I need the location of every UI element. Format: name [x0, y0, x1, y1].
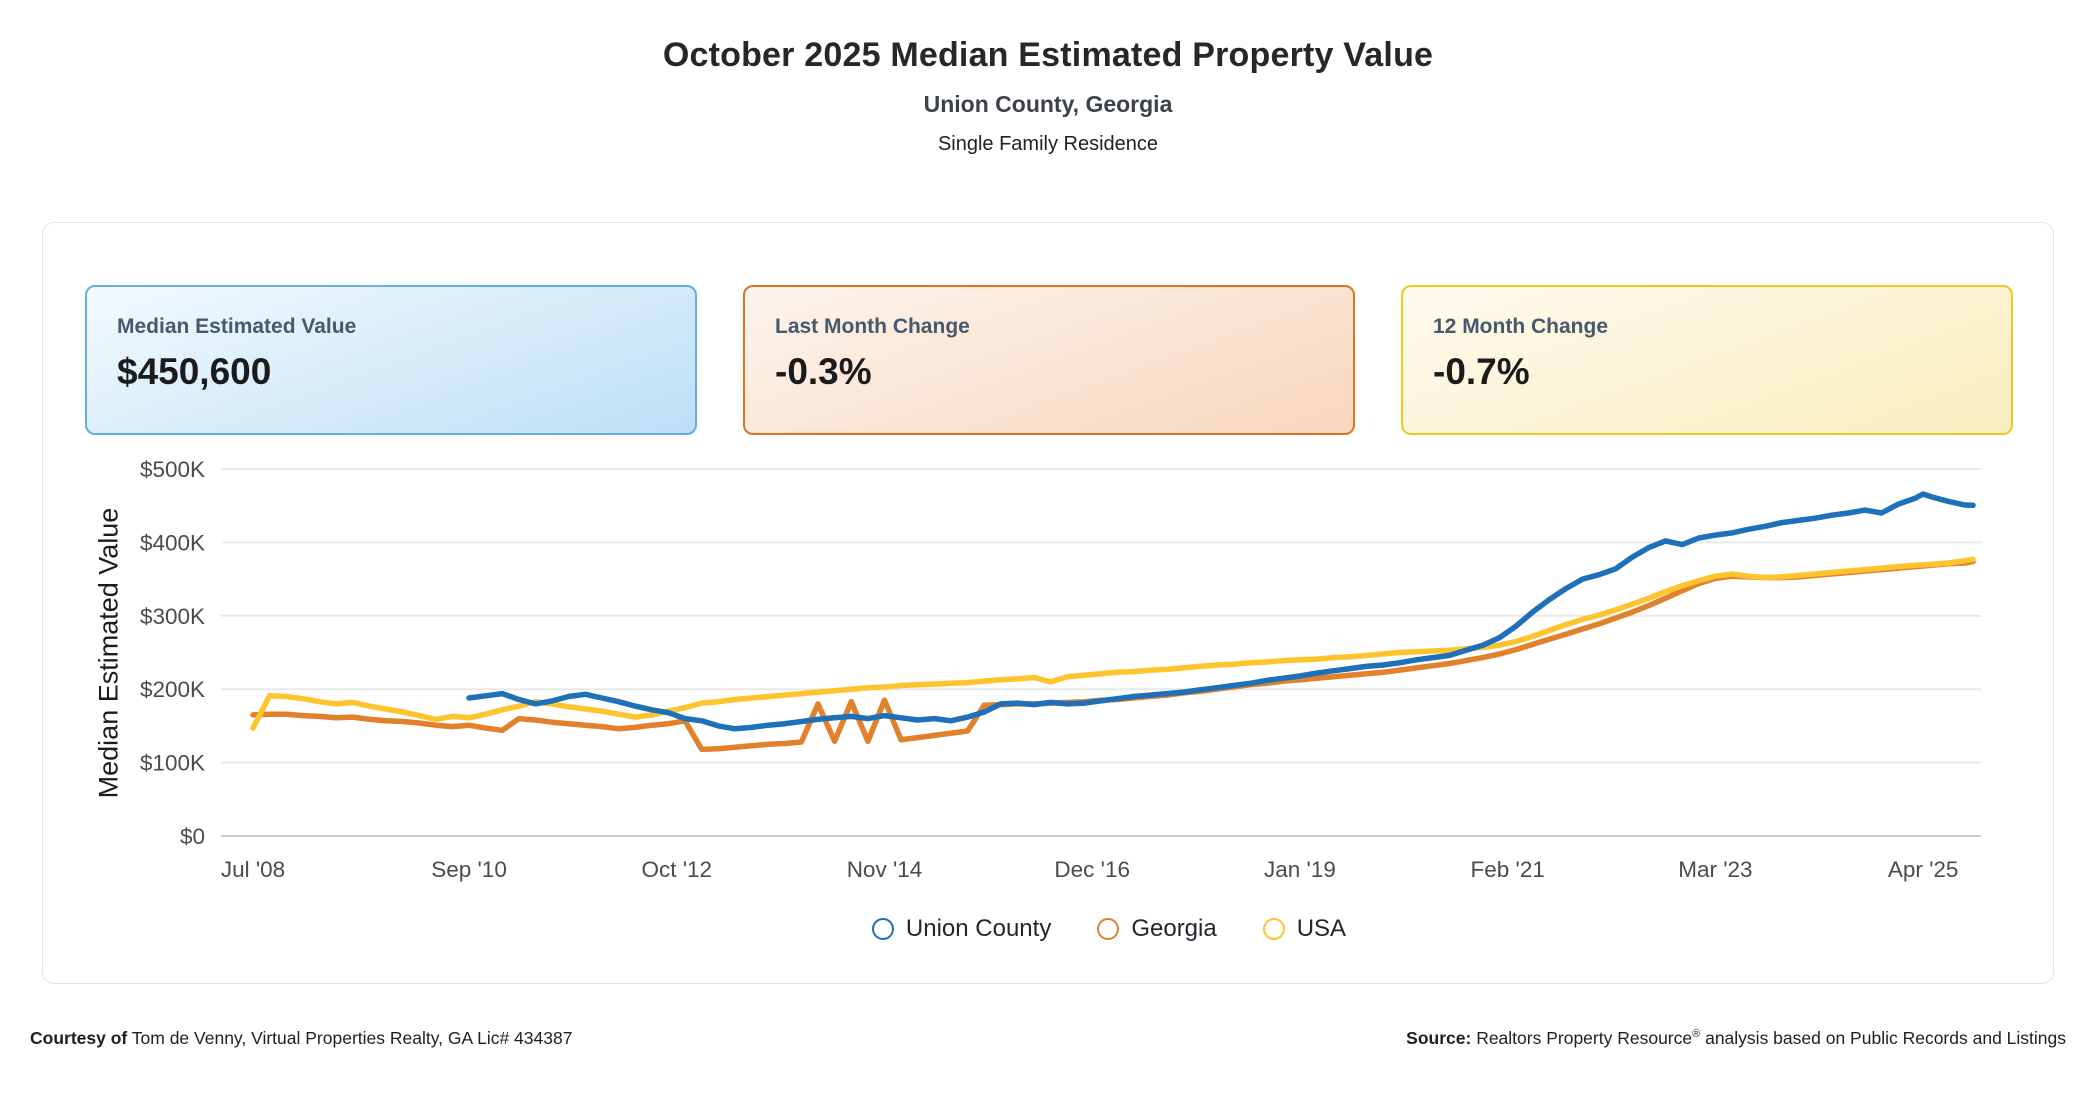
legend-item-georgia[interactable]: Georgia: [1097, 915, 1217, 943]
chart-legend: Union County Georgia USA: [85, 915, 2013, 943]
legend-item-usa[interactable]: USA: [1262, 915, 1347, 943]
svg-text:Apr '25: Apr '25: [1888, 857, 1959, 882]
svg-text:Feb '21: Feb '21: [1471, 857, 1545, 882]
union-county-legend-circle-icon: [871, 918, 894, 940]
source-body-post: analysis based on Public Records and Lis…: [1700, 1028, 2066, 1048]
series-line-georgia: [250, 558, 1976, 753]
svg-text:$100K: $100K: [140, 751, 205, 776]
location-subtitle: Union County, Georgia: [923, 91, 1173, 117]
legend-item-union-county[interactable]: Union County: [871, 915, 1052, 943]
svg-text:$400K: $400K: [140, 530, 205, 555]
legend-label: USA: [1296, 915, 1347, 942]
stat-value: -0.3%: [775, 351, 872, 392]
source-text: Source: Realtors Property Resource® anal…: [1406, 1028, 2066, 1049]
svg-text:$500K: $500K: [140, 457, 205, 482]
report-footer: Courtesy of Tom de Venny, Virtual Proper…: [30, 1028, 2066, 1049]
source-label: Source:: [1406, 1028, 1472, 1048]
legend-label: Union County: [905, 915, 1052, 942]
svg-text:Jul '08: Jul '08: [221, 857, 285, 882]
legend-label: Georgia: [1131, 915, 1217, 942]
stat-value: $450,600: [117, 351, 272, 392]
svg-text:Oct '12: Oct '12: [641, 857, 712, 882]
stat-label: 12 Month Change: [1433, 315, 1609, 338]
stat-card-last-month-change: Last Month Change -0.3%: [743, 285, 1355, 435]
chart-svg: $0 $100K $200K $300K $400K $500K Jul '08 Sep '1…: [140, 457, 1981, 882]
courtesy-label: Courtesy of: [30, 1028, 128, 1048]
stat-label: Median Estimated Value: [117, 315, 357, 338]
svg-text:$200K: $200K: [140, 677, 205, 702]
report-header: October 2025 Median Estimated Property V…: [0, 0, 2096, 156]
series-line-usa: [250, 556, 1976, 731]
svg-text:Mar '23: Mar '23: [1678, 857, 1752, 882]
registered-trademark-icon: ®: [1692, 1028, 1701, 1041]
series-line-union-county: [466, 491, 1976, 732]
stat-value: -0.7%: [1433, 351, 1530, 392]
courtesy-text: Courtesy of Tom de Venny, Virtual Proper…: [30, 1028, 572, 1049]
svg-text:$0: $0: [180, 824, 205, 849]
stat-cards-row: Median Estimated Value $450,600 Last Mon…: [85, 285, 2013, 435]
georgia-legend-circle-icon: [1097, 918, 1120, 940]
line-chart: Median Estimated Value $0 $100K $200K $300K…: [85, 445, 2013, 915]
stat-card-median-value: Median Estimated Value $450,600: [85, 285, 697, 435]
svg-text:Sep '10: Sep '10: [431, 857, 507, 882]
svg-text:$300K: $300K: [140, 604, 205, 629]
svg-text:Dec '16: Dec '16: [1054, 857, 1130, 882]
property-type-subtitle: Single Family Residence: [937, 133, 1159, 155]
chart-card: Median Estimated Value $450,600 Last Mon…: [42, 222, 2054, 984]
stat-card-12-month-change: 12 Month Change -0.7%: [1401, 285, 2013, 435]
page-title: October 2025 Median Estimated Property V…: [662, 36, 1434, 74]
courtesy-body: Tom de Venny, Virtual Properties Realty,…: [127, 1028, 573, 1048]
usa-legend-circle-icon: [1262, 918, 1285, 940]
stat-label: Last Month Change: [775, 315, 970, 338]
source-body-pre: Realtors Property Resource: [1471, 1028, 1693, 1048]
svg-text:Nov '14: Nov '14: [847, 857, 923, 882]
svg-text:Jan '19: Jan '19: [1264, 857, 1336, 882]
